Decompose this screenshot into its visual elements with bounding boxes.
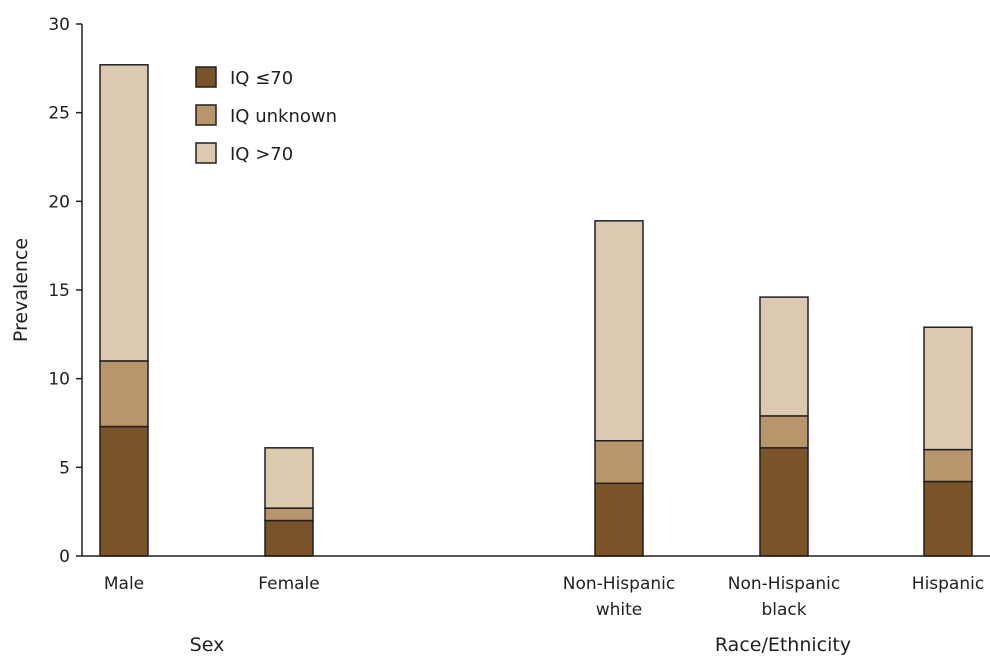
bar-segment-0-2 <box>99 64 149 362</box>
x-category-label: Non-Hispanic black <box>728 574 840 620</box>
x-category-label: Female <box>258 574 319 594</box>
y-axis: 0 5 10 15 20 25 30 <box>48 15 82 567</box>
y-tick-label: 5 <box>59 458 70 478</box>
bar-segment-2-0 <box>594 482 644 557</box>
bar-segment-2-1 <box>594 439 644 485</box>
group-label: Race/Ethnicity <box>715 634 851 656</box>
legend-swatch <box>195 142 217 164</box>
x-category-label: Hispanic <box>912 574 984 594</box>
bar-segment-0-0 <box>99 425 149 557</box>
bar-segment-1-0 <box>264 519 314 557</box>
bar-segment-2-2 <box>594 220 644 442</box>
legend-swatch <box>195 66 217 88</box>
legend-label: IQ >70 <box>230 144 293 165</box>
bar-segment-3-1 <box>759 415 809 449</box>
bar-segment-3-2 <box>759 296 809 417</box>
y-tick-label: 0 <box>59 547 70 567</box>
group-label: Sex <box>190 634 225 656</box>
bar-segment-1-1 <box>264 507 314 522</box>
bar-segment-4-2 <box>923 326 973 451</box>
plot-area <box>82 24 990 556</box>
bars <box>99 64 973 557</box>
x-axis-labels: Male Female Non-Hispanic white Non-Hispanic b… <box>104 574 984 620</box>
bar-segment-4-0 <box>923 480 973 557</box>
y-tick-label: 25 <box>48 104 70 124</box>
y-tick-label: 15 <box>48 281 70 301</box>
bar-segment-1-2 <box>264 447 314 509</box>
y-tick-label: 10 <box>48 370 70 390</box>
y-tick-label: 30 <box>48 15 70 35</box>
bar-segment-3-0 <box>759 447 809 557</box>
legend: IQ ≤70 IQ unknown IQ >70 <box>195 66 337 165</box>
legend-swatch <box>195 104 217 126</box>
legend-label: IQ unknown <box>230 106 337 127</box>
y-axis-title: Prevalence <box>10 238 32 342</box>
x-category-label: Non-Hispanic white <box>563 574 675 620</box>
legend-label: IQ ≤70 <box>230 68 293 89</box>
x-category-label: Male <box>104 574 144 594</box>
bar-segment-4-1 <box>923 448 973 483</box>
y-tick-label: 20 <box>48 192 70 212</box>
bar-segment-0-1 <box>99 360 149 428</box>
group-labels: Sex Race/Ethnicity <box>190 634 851 656</box>
